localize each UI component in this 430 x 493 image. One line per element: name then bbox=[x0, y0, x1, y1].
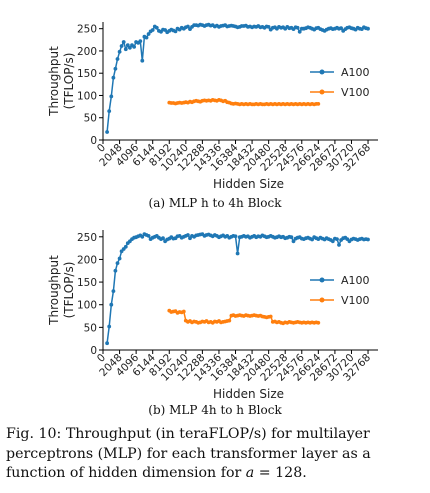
data-point-v100 bbox=[268, 314, 273, 319]
data-point-a100 bbox=[109, 94, 114, 99]
data-point-a100 bbox=[297, 29, 302, 34]
data-point-a100 bbox=[138, 39, 143, 43]
data-point-a100 bbox=[107, 324, 112, 329]
data-point-a100 bbox=[105, 341, 109, 346]
data-point-a100 bbox=[121, 40, 126, 44]
caption-variable: a bbox=[245, 465, 255, 481]
data-point-a100 bbox=[109, 302, 114, 307]
data-point-a100 bbox=[115, 261, 120, 265]
y-tick-label: 0 bbox=[90, 135, 97, 147]
data-point-a100 bbox=[146, 32, 151, 36]
legend-label-v100: V100 bbox=[341, 294, 370, 307]
x-axis-title: Hidden Size bbox=[213, 177, 284, 191]
subcaption-a: (a) MLP h to 4h Block bbox=[148, 196, 282, 210]
legend-label-a100: A100 bbox=[341, 66, 370, 79]
data-point-a100 bbox=[107, 109, 112, 113]
data-point-a100 bbox=[150, 28, 155, 32]
data-point-a100 bbox=[335, 237, 339, 242]
y-tick-label: 0 bbox=[90, 345, 97, 357]
data-point-a100 bbox=[235, 251, 240, 256]
y-tick-label: 50 bbox=[84, 322, 97, 334]
legend-marker-a100 bbox=[319, 277, 325, 283]
data-point-a100 bbox=[161, 236, 165, 241]
legend-marker-v100 bbox=[319, 89, 325, 95]
data-point-a100 bbox=[123, 47, 128, 52]
data-point-a100 bbox=[295, 25, 300, 30]
y-tick-label: 200 bbox=[77, 254, 97, 266]
data-point-a100 bbox=[330, 239, 335, 244]
data-point-a100 bbox=[144, 35, 149, 40]
data-point-a100 bbox=[119, 44, 124, 48]
legend-label-a100: A100 bbox=[341, 274, 370, 287]
data-point-a100 bbox=[173, 29, 178, 34]
data-point-a100 bbox=[186, 24, 190, 29]
y-tick-label: 250 bbox=[77, 24, 97, 36]
data-point-a100 bbox=[266, 25, 271, 29]
chart-panel-b: 0501001502002500204840966144819210240122… bbox=[47, 230, 378, 401]
data-point-a100 bbox=[233, 234, 238, 239]
y-tick-label: 150 bbox=[77, 277, 97, 289]
y-tick-label: 100 bbox=[77, 300, 97, 312]
data-point-a100 bbox=[113, 66, 118, 71]
data-point-a100 bbox=[111, 75, 116, 80]
caption-prefix: Fig. 10: Throughput (in teraFLOP/s) for … bbox=[6, 426, 371, 481]
data-point-a100 bbox=[125, 43, 130, 48]
data-point-a100 bbox=[117, 49, 122, 54]
data-point-v100 bbox=[316, 102, 321, 106]
y-axis-title-line1: Throughput bbox=[47, 46, 61, 117]
data-point-a100 bbox=[291, 239, 296, 244]
data-point-a100 bbox=[105, 130, 109, 134]
y-axis-title-line2: (TFLOP/s) bbox=[62, 262, 76, 319]
data-point-a100 bbox=[115, 57, 120, 61]
data-point-v100 bbox=[181, 309, 186, 314]
y-tick-label: 50 bbox=[84, 113, 97, 125]
caption-suffix: = 128. bbox=[254, 465, 307, 481]
data-point-a100 bbox=[140, 58, 145, 63]
data-point-a100 bbox=[339, 26, 343, 31]
data-point-a100 bbox=[366, 26, 370, 31]
chart-panel-a: 0501001502002500204840966144819210240122… bbox=[47, 22, 378, 191]
data-point-a100 bbox=[113, 268, 118, 273]
legend-label-v100: V100 bbox=[341, 86, 370, 99]
data-point-a100 bbox=[154, 25, 159, 30]
data-point-a100 bbox=[117, 256, 122, 261]
data-point-a100 bbox=[132, 45, 137, 49]
legend-marker-a100 bbox=[319, 69, 325, 75]
figure-caption: Fig. 10: Throughput (in teraFLOP/s) for … bbox=[6, 425, 424, 484]
y-axis-title-line1: Throughput bbox=[47, 255, 61, 326]
data-point-a100 bbox=[127, 45, 132, 50]
figure-canvas: 0501001502002500204840966144819210240122… bbox=[47, 22, 378, 401]
series-line-a100 bbox=[106, 23, 369, 133]
y-tick-label: 250 bbox=[77, 232, 97, 244]
y-axis-title-line2: (TFLOP/s) bbox=[62, 53, 76, 110]
legend-marker-v100 bbox=[319, 297, 325, 303]
x-axis-title: Hidden Size bbox=[213, 387, 284, 401]
data-point-v100 bbox=[316, 320, 321, 325]
data-point-a100 bbox=[140, 234, 145, 239]
y-tick-label: 150 bbox=[77, 68, 97, 80]
data-point-a100 bbox=[289, 235, 294, 240]
data-point-a100 bbox=[146, 234, 151, 238]
subcaption-b: (b) MLP 4h to h Block bbox=[148, 403, 282, 417]
data-point-a100 bbox=[186, 233, 190, 237]
y-tick-label: 200 bbox=[77, 46, 97, 58]
data-point-v100 bbox=[227, 318, 232, 323]
series-line-a100 bbox=[106, 233, 369, 344]
data-point-a100 bbox=[337, 243, 341, 247]
data-point-a100 bbox=[111, 289, 116, 293]
data-point-a100 bbox=[123, 244, 128, 249]
y-tick-label: 100 bbox=[77, 90, 97, 102]
data-point-a100 bbox=[366, 237, 370, 242]
